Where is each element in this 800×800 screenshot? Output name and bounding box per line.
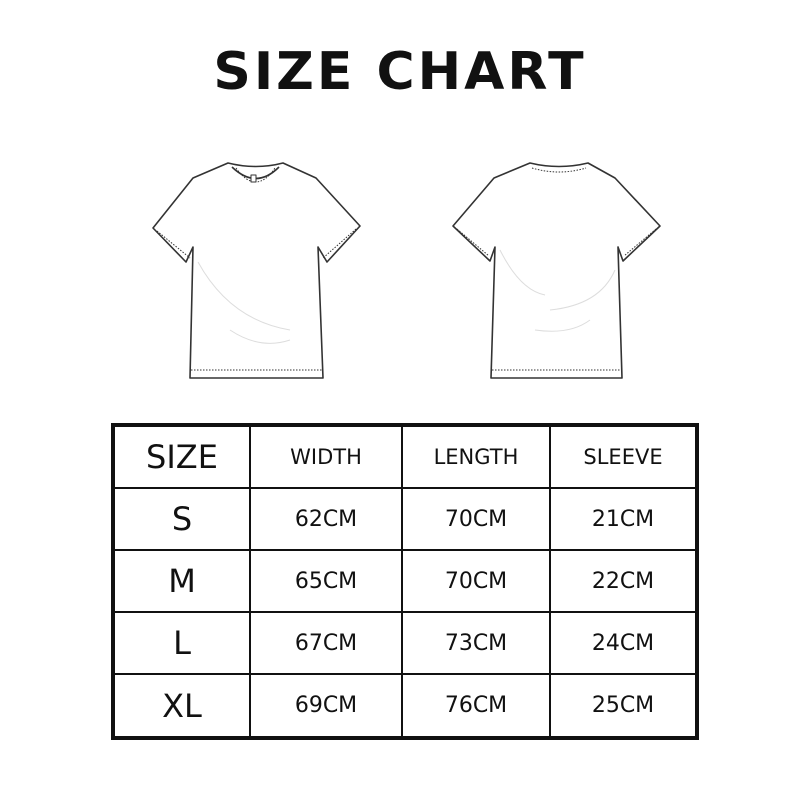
header-length: LENGTH [401,424,551,489]
sleeve-cell: 24CM [549,611,698,676]
table-row: M 65CM 70CM 22CM [112,549,698,614]
length-cell: 70CM [401,486,551,552]
size-cell: L [112,611,251,676]
t-shirt-front-icon [152,162,361,379]
table-row: S 62CM 70CM 21CM [112,486,698,552]
table-header-row: SIZE WIDTH LENGTH SLEEVE [112,424,698,489]
page-title: SIZE CHART [213,42,587,102]
size-cell: M [112,549,251,614]
sleeve-cell: 25CM [549,673,698,739]
length-cell: 73CM [401,611,551,676]
header-width: WIDTH [249,424,403,489]
table-row: L 67CM 73CM 24CM [112,611,698,676]
width-cell: 67CM [249,611,403,676]
sleeve-cell: 22CM [549,549,698,614]
t-shirt-back-icon [452,162,661,379]
width-cell: 69CM [249,673,403,739]
header-sleeve: SLEEVE [549,424,698,489]
width-cell: 62CM [249,486,403,552]
header-size: SIZE [112,424,251,489]
t-shirt-illustrations [152,162,661,379]
size-table: SIZE WIDTH LENGTH SLEEVE S 62CM 70CM 21C… [111,423,699,740]
size-cell: XL [112,673,251,739]
size-cell: S [112,486,251,552]
length-cell: 70CM [401,549,551,614]
width-cell: 65CM [249,549,403,614]
length-cell: 76CM [401,673,551,739]
sleeve-cell: 21CM [549,486,698,552]
table-row: XL 69CM 76CM 25CM [112,673,698,739]
